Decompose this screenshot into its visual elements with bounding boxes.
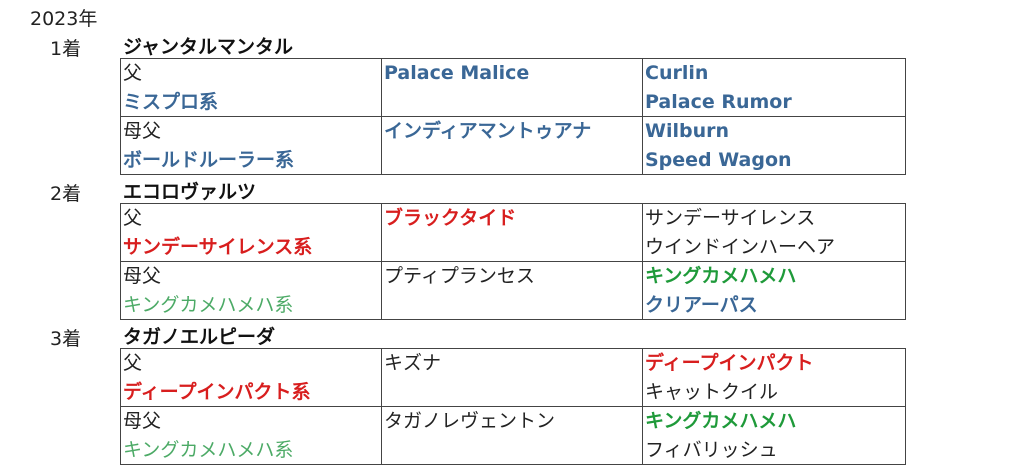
granddam-name: フィバリッシュ: [645, 438, 778, 461]
grandparent-cell: サンデーサイレンス ウインドインハーヘア: [642, 203, 906, 262]
granddam-name: Palace Rumor: [645, 90, 792, 113]
parent-name: プティプランセス: [384, 265, 535, 287]
parent-name: Palace Malice: [384, 62, 530, 84]
parent-cell: Palace Malice: [381, 58, 643, 117]
pedigree-table: 父 ミスプロ系 Palace Malice Curlin Palace Rumo…: [120, 58, 906, 175]
sire-line: ディープインパクト系: [123, 380, 311, 403]
table-row: 母父 ボールドルーラー系 インディアマントゥアナ Wilburn Speed W…: [120, 116, 906, 175]
grandsire-name: サンデーサイレンス: [645, 207, 816, 229]
lineage-cell: 母父 ボールドルーラー系: [120, 116, 382, 175]
horse-name: ジャンタルマンタル: [123, 36, 294, 58]
parent-name: インディアマントゥアナ: [384, 120, 592, 142]
pedigree-table: 父 サンデーサイレンス系 ブラックタイド サンデーサイレンス ウインドインハーヘ…: [120, 203, 906, 320]
grandparent-cell: ディープインパクト キャットクイル: [642, 348, 906, 407]
granddam-name: Speed Wagon: [645, 148, 792, 171]
table-row: 父 ディープインパクト系 キズナ ディープインパクト キャットクイル: [120, 348, 906, 407]
sire-line: キングカメハメハ系: [123, 293, 294, 316]
pedigree-table: 父 ディープインパクト系 キズナ ディープインパクト キャットクイル 母父 キン…: [120, 348, 906, 465]
table-row: 父 ミスプロ系 Palace Malice Curlin Palace Rumo…: [120, 58, 906, 117]
lineage-cell: 父 ディープインパクト系: [120, 348, 382, 407]
grandparent-cell: キングカメハメハ クリアーパス: [642, 261, 906, 320]
relation-label: 父: [123, 62, 143, 84]
sire-line: ミスプロ系: [123, 90, 219, 113]
grandsire-name: キングカメハメハ: [645, 410, 797, 432]
parent-cell: インディアマントゥアナ: [381, 116, 643, 175]
rank-label: 1着: [50, 38, 82, 60]
relation-label: 母父: [123, 120, 162, 142]
relation-label: 母父: [123, 410, 162, 432]
table-row: 母父 キングカメハメハ系 プティプランセス キングカメハメハ クリアーパス: [120, 261, 906, 320]
grandparent-cell: Wilburn Speed Wagon: [642, 116, 906, 175]
grandparent-cell: キングカメハメハ フィバリッシュ: [642, 406, 906, 465]
parent-cell: キズナ: [381, 348, 643, 407]
grandparent-cell: Curlin Palace Rumor: [642, 58, 906, 117]
sire-line: サンデーサイレンス系: [123, 235, 313, 258]
parent-name: ブラックタイド: [384, 207, 517, 229]
horse-name: タガノエルピーダ: [123, 326, 276, 348]
grandsire-name: Wilburn: [645, 120, 730, 142]
parent-cell: ブラックタイド: [381, 203, 643, 262]
rank-label: 2着: [50, 183, 82, 205]
parent-name: タガノレヴェントン: [384, 410, 556, 432]
granddam-name: キャットクイル: [645, 380, 779, 403]
lineage-cell: 父 サンデーサイレンス系: [120, 203, 382, 262]
lineage-cell: 父 ミスプロ系: [120, 58, 382, 117]
sire-line: ボールドルーラー系: [123, 148, 295, 171]
grandsire-name: ディープインパクト: [645, 352, 814, 374]
parent-cell: タガノレヴェントン: [381, 406, 643, 465]
relation-label: 父: [123, 352, 143, 374]
horse-name: エコロヴァルツ: [123, 181, 257, 203]
rank-label: 3着: [50, 328, 82, 350]
parent-name: キズナ: [384, 352, 442, 374]
relation-label: 父: [123, 207, 143, 229]
lineage-cell: 母父 キングカメハメハ系: [120, 406, 382, 465]
table-row: 父 サンデーサイレンス系 ブラックタイド サンデーサイレンス ウインドインハーヘ…: [120, 203, 906, 262]
sire-line: キングカメハメハ系: [123, 438, 294, 461]
grandsire-name: Curlin: [645, 62, 709, 84]
granddam-name: クリアーパス: [645, 293, 758, 316]
relation-label: 母父: [123, 265, 162, 287]
granddam-name: ウインドインハーヘア: [645, 235, 836, 258]
grandsire-name: キングカメハメハ: [645, 265, 797, 287]
parent-cell: プティプランセス: [381, 261, 643, 320]
table-row: 母父 キングカメハメハ系 タガノレヴェントン キングカメハメハ フィバリッシュ: [120, 406, 906, 465]
lineage-cell: 母父 キングカメハメハ系: [120, 261, 382, 320]
year-heading: 2023年: [30, 8, 98, 30]
